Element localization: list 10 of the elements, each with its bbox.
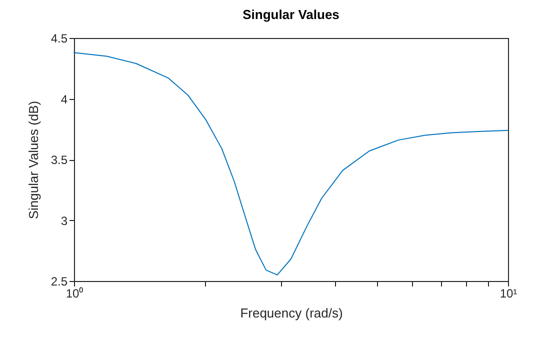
y-tick-label: 3.5 [50, 153, 68, 167]
x-tick-label: 10⁰ [66, 286, 84, 300]
y-tick-label: 4 [60, 92, 68, 106]
chart-title: Singular Values [242, 7, 340, 22]
y-axis-title: Singular Values (dB) [26, 100, 41, 220]
x-axis-title: Frequency (rad/s) [240, 306, 343, 320]
y-tick-label: 2.5 [50, 274, 68, 288]
y-tick-label: 4.5 [50, 32, 68, 46]
x-tick-label: 10¹ [500, 286, 518, 300]
y-tick-label: 3 [60, 214, 68, 228]
